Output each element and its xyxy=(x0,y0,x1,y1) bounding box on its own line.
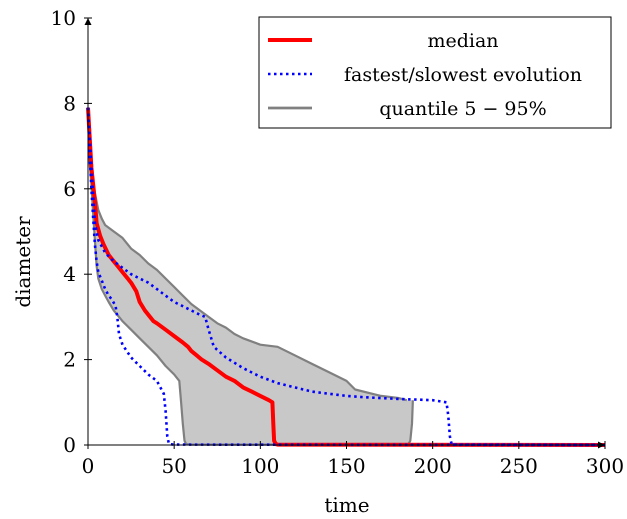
y-tick-label: 10 xyxy=(51,6,76,30)
y-tick-label: 4 xyxy=(63,262,76,286)
y-axis-title: diameter xyxy=(11,216,35,308)
y-tick-label: 6 xyxy=(63,177,76,201)
axes: 0 50 100 150 200 250 300 0 2 4 6 8 10 xyxy=(51,6,625,478)
y-axis-arrow xyxy=(84,18,92,25)
legend: median fastest/slowest evolution quantile … xyxy=(258,16,612,129)
legend-label-1: median xyxy=(427,30,498,52)
y-tick-label: 0 xyxy=(63,433,76,457)
quantile-band-fill xyxy=(88,107,413,445)
y-tick-label: 2 xyxy=(63,348,76,372)
y-tick-label: 8 xyxy=(63,91,76,115)
x-tick-label: 50 xyxy=(161,454,186,478)
x-axis-title: time xyxy=(324,493,369,517)
x-tick-label: 100 xyxy=(241,454,279,478)
x-tick-label: 250 xyxy=(500,454,538,478)
series-line-slowest-evolution xyxy=(86,107,606,447)
legend-label-3: quantile 5 − 95% xyxy=(379,98,546,120)
series-line-fastest-evolution xyxy=(86,107,606,447)
legend-box xyxy=(258,16,612,129)
x-tick-label: 300 xyxy=(586,454,624,478)
legend-label-2: fastest/slowest evolution xyxy=(344,64,582,86)
series-line-median xyxy=(86,107,606,447)
x-axis-arrow xyxy=(598,441,605,449)
x-tick-label: 200 xyxy=(414,454,452,478)
x-tick-label: 0 xyxy=(82,454,95,478)
x-tick-label: 150 xyxy=(327,454,365,478)
quantile-band-upper-line xyxy=(86,107,408,402)
plot-area xyxy=(86,107,606,447)
